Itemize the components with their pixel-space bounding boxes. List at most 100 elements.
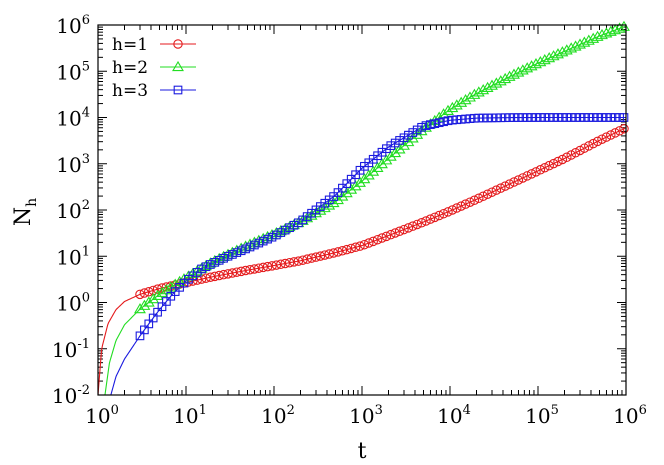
data-point: [456, 201, 466, 211]
data-point: [465, 197, 475, 207]
data-point: [245, 264, 255, 275]
data-point: [232, 248, 242, 257]
x-tick-label-exp: 0: [111, 403, 119, 418]
data-point: [560, 44, 573, 55]
data-point: [351, 170, 360, 180]
y-tick-label-base: 10: [56, 153, 81, 177]
data-point: [424, 118, 437, 129]
y-tick-label: 101: [56, 244, 90, 269]
data-point: [337, 246, 348, 256]
data-point: [412, 125, 422, 135]
data-point: [530, 57, 542, 69]
x-tick-label-base: 10: [173, 404, 198, 428]
data-point: [156, 286, 168, 297]
data-point: [327, 196, 340, 208]
data-point: [538, 53, 551, 65]
data-point: [592, 136, 603, 147]
data-point: [210, 258, 220, 267]
data-point: [596, 28, 608, 40]
data-point: [430, 212, 440, 223]
data-point: [456, 115, 466, 124]
y-tick-label-exp: 0: [82, 291, 90, 306]
y-tick-label: 104: [56, 106, 90, 131]
data-point: [364, 238, 374, 248]
data-point: [350, 242, 361, 253]
data-point: [173, 275, 186, 287]
data-point: [615, 113, 624, 122]
data-point: [227, 268, 238, 278]
data-point: [459, 93, 472, 105]
data-point: [393, 143, 406, 154]
y-tick-label-base: 10: [52, 384, 77, 408]
data-point: [293, 256, 304, 266]
data-point: [417, 122, 426, 132]
data-point: [543, 52, 556, 63]
y-tick-label: 10-2: [52, 383, 90, 408]
data-point: [448, 115, 457, 125]
data-point: [398, 139, 410, 150]
data-point: [518, 173, 528, 183]
data-point: [394, 226, 405, 237]
data-point: [522, 171, 532, 181]
data-point: [420, 121, 432, 132]
data-point: [228, 250, 237, 259]
data-point: [606, 130, 616, 140]
data-point: [232, 267, 242, 277]
data-point: [214, 270, 224, 281]
data-point: [236, 266, 246, 277]
data-point: [461, 114, 470, 124]
data-point: [305, 209, 318, 220]
data-point: [280, 258, 290, 269]
data-point: [372, 234, 383, 245]
y-tick-label-exp: 2: [82, 198, 90, 213]
data-point: [610, 128, 620, 138]
data-point: [218, 269, 229, 280]
data-point: [267, 232, 277, 242]
data-point: [241, 244, 250, 254]
legend-label-2: h=2: [112, 58, 148, 78]
legend: h=1 h=2 h=3: [112, 35, 196, 101]
data-point: [525, 60, 538, 71]
data-point: [258, 236, 268, 246]
data-point: [513, 175, 524, 185]
data-point: [490, 77, 503, 88]
data-point: [509, 113, 519, 122]
data-point: [494, 75, 507, 86]
data-point: [138, 299, 151, 310]
data-point: [500, 181, 510, 191]
series-markers-3: [135, 113, 629, 341]
data-point: [386, 141, 396, 151]
data-point: [500, 113, 510, 123]
data-point: [267, 261, 277, 271]
data-point: [580, 113, 589, 122]
data-point: [613, 22, 626, 33]
y-tick-label-base: 10: [56, 60, 81, 84]
data-point: [438, 208, 449, 219]
data-point: [416, 218, 427, 228]
data-point: [472, 86, 485, 97]
data-point: [254, 238, 264, 248]
data-point: [386, 229, 396, 240]
data-point: [553, 156, 563, 167]
data-point: [206, 260, 215, 269]
data-point: [487, 187, 497, 197]
x-tick-label-base: 10: [85, 404, 110, 428]
data-point: [549, 113, 558, 122]
data-point: [368, 236, 378, 247]
y-tick-label-exp: -1: [77, 337, 90, 352]
data-point: [468, 88, 481, 99]
data-point: [306, 253, 317, 263]
data-point: [579, 143, 590, 153]
data-point: [219, 253, 228, 263]
data-point: [421, 121, 431, 130]
data-point: [223, 251, 233, 261]
data-point: [147, 293, 160, 304]
data-point: [244, 238, 256, 249]
data-point: [508, 68, 520, 79]
data-point: [518, 113, 528, 122]
data-point: [610, 113, 620, 122]
y-axis-label-sub: h: [24, 198, 40, 207]
data-point: [434, 210, 444, 221]
data-point: [587, 32, 600, 43]
data-point: [552, 48, 564, 59]
